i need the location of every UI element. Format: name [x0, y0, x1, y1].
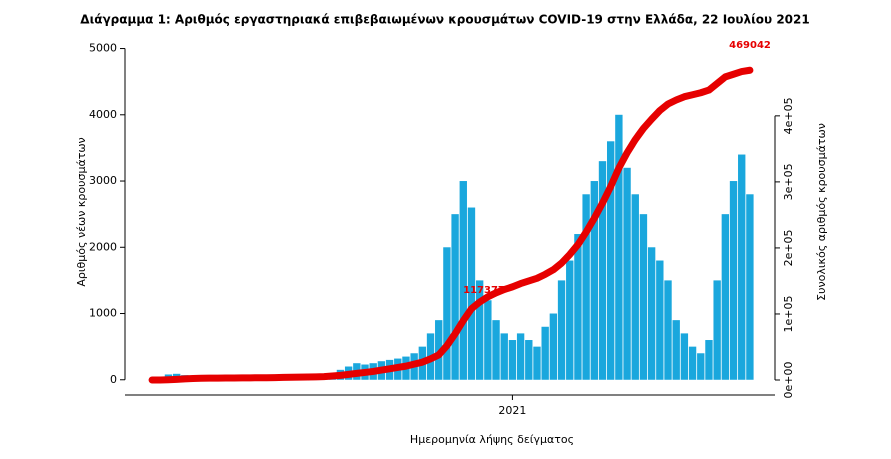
annotation: 469042	[729, 40, 771, 51]
y2-tick-label: 4e+05	[782, 97, 795, 134]
y-tick-label: 0	[110, 373, 117, 386]
x-tick-label: 2021	[498, 404, 526, 417]
bar	[533, 346, 541, 380]
bar	[656, 260, 664, 380]
bar	[615, 114, 623, 380]
bar	[721, 214, 730, 380]
y2-tick-label: 3e+05	[782, 163, 795, 200]
y2-tick-label: 1e+05	[782, 295, 795, 332]
bar	[729, 181, 738, 380]
bar	[516, 333, 525, 380]
y-tick-label: 2000	[89, 240, 117, 253]
bar	[557, 280, 566, 380]
bar	[664, 280, 672, 380]
bar	[631, 194, 639, 380]
bar	[746, 194, 754, 380]
bar	[607, 141, 615, 380]
bar	[697, 353, 705, 380]
cumulative-line	[148, 66, 754, 384]
bar	[500, 333, 508, 380]
bar	[598, 161, 607, 380]
bar	[549, 313, 558, 380]
bar	[688, 346, 697, 380]
bar	[451, 214, 459, 380]
bar	[459, 181, 467, 380]
bar	[590, 181, 598, 380]
chart-title: Διάγραμμα 1: Αριθμός εργαστηριακά επιβεβ…	[80, 13, 809, 27]
bar	[508, 340, 517, 380]
bar	[525, 340, 533, 380]
bar	[582, 194, 590, 380]
bar	[484, 300, 492, 380]
y-tick-label: 1000	[89, 307, 117, 320]
bar	[738, 154, 746, 380]
bar	[541, 326, 549, 380]
bar	[475, 280, 484, 380]
bar	[467, 207, 476, 380]
annotation: 117377	[463, 285, 505, 296]
bar	[639, 214, 648, 380]
bar	[574, 234, 582, 380]
y2-axis-label: Συνολικός αριθμός κρουσμάτων	[815, 123, 828, 301]
y-tick-label: 5000	[89, 42, 117, 55]
bar	[672, 320, 680, 380]
bar	[705, 340, 713, 380]
bar	[647, 247, 656, 380]
bar	[680, 333, 689, 380]
bar	[566, 260, 574, 380]
y-tick-label: 4000	[89, 108, 117, 121]
bar	[492, 320, 500, 380]
bar	[623, 167, 631, 380]
y-tick-label: 3000	[89, 174, 117, 187]
y2-tick-label: 2e+05	[782, 229, 795, 266]
bar	[443, 247, 451, 380]
x-axis-label: Ημερομηνία λήψης δείγματος	[410, 433, 574, 446]
y-axis-label: Αριθμός νέων κρουσμάτων	[75, 137, 88, 286]
bar	[713, 280, 721, 380]
y2-tick-label: 0e+00	[782, 362, 795, 399]
